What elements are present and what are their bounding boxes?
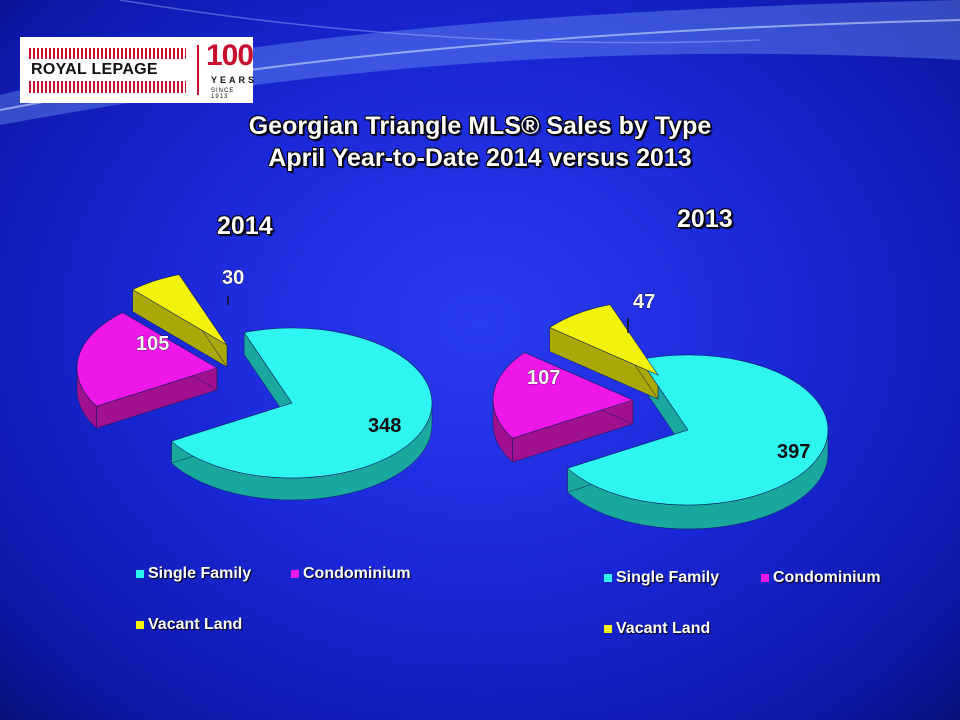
legend-2014-condominium: Condominium [291,565,411,583]
legend-swatch [291,570,299,578]
slice-single-family [170,327,433,479]
legend-2013-vacant-land: Vacant Land [604,620,710,638]
slice-vacant-land [132,274,228,346]
slice-condominium [76,312,218,407]
legend-label: Single Family [616,569,720,586]
slice-condominium [492,352,634,439]
legend-2013-single-family: Single Family [604,569,719,587]
title-line-2: April Year-to-Date 2014 versus 2013 [268,144,692,172]
legend-label: Condominium [773,569,881,586]
legend-2013-condominium: Condominium [761,569,881,587]
logo-100: 100 [206,39,254,72]
legend-2014-vacant-land: Vacant Land [136,616,242,634]
data-label-single-family: 397 [777,441,810,463]
legend-swatch [136,621,144,629]
logo-text-box [29,59,186,81]
logo-years: YEARS [211,75,258,85]
chart-title-2013: 2013 [677,205,733,233]
data-label-condominium: 105 [136,333,169,355]
legend-label: Condominium [303,565,411,582]
legend-swatch [761,574,769,582]
data-label-single-family: 348 [368,415,401,437]
legend-label: Vacant Land [148,616,243,633]
legend-swatch [604,574,612,582]
royal-lepage-logo: ROYAL LEPAGE 100 YEARS SINCE 1913 [20,37,254,103]
data-label-condominium: 107 [527,367,560,389]
data-label-vacant-land: 47 [633,291,655,313]
logo-since: SINCE 1913 [211,88,235,100]
title-line-1: Georgian Triangle MLS® Sales by Type [248,112,712,140]
legend-label: Vacant Land [616,620,711,637]
slice-single-family [566,354,829,506]
data-label-vacant-land: 30 [222,267,244,289]
chart-title-2014: 2014 [217,212,273,240]
logo-divider [197,45,199,95]
legend-swatch [604,625,612,633]
slice-vacant-land [549,304,659,376]
legend-label: Single Family [148,565,252,582]
legend-swatch [136,570,144,578]
legend-2014-single-family: Single Family [136,565,251,583]
logo-brand-text: ROYAL LEPAGE [31,61,158,78]
